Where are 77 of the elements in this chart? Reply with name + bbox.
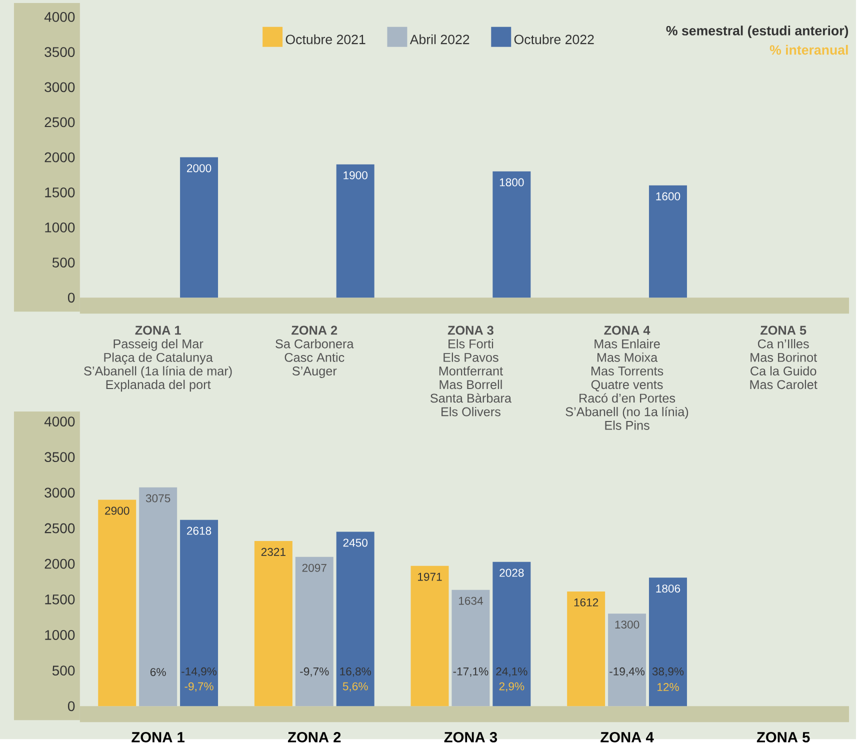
annotation: -17,1%	[453, 668, 488, 677]
annotation: -14,9%	[182, 667, 217, 677]
bar	[648, 185, 687, 298]
annotation: -9,7%	[300, 667, 329, 677]
y-tick-label: 1500	[45, 188, 75, 198]
y-tick-label: 500	[52, 258, 75, 268]
bar	[410, 566, 449, 706]
annotation: 12%	[658, 683, 679, 692]
bar	[648, 578, 687, 706]
y-tick-label: 500	[52, 666, 75, 676]
data-label: 3075	[146, 494, 170, 502]
annotation: 24,1%	[496, 667, 528, 677]
bar	[567, 592, 606, 706]
data-label: 1634	[458, 596, 483, 605]
legend-label: Abril 2022	[410, 34, 470, 44]
y-tick-label: 2000	[44, 558, 75, 569]
y-tick-label: 3500	[44, 47, 75, 58]
bar	[452, 590, 490, 706]
bar	[98, 500, 136, 706]
data-label: 2028	[500, 568, 524, 577]
x-tick-label: ZONA 2 Sa Carbonera Casc Antic S’Auger	[276, 326, 354, 378]
x-tick-label: ZONA 1	[132, 732, 184, 742]
x-tick-label: ZONA 2	[288, 732, 341, 742]
data-label: 2900	[105, 506, 130, 515]
data-label: 2618	[186, 526, 212, 535]
y-tick-label: 1000	[45, 222, 75, 233]
bar	[254, 541, 292, 706]
data-label: 2450	[343, 538, 368, 547]
annotation: 2,9%	[499, 682, 524, 692]
y-tick-label: 2500	[44, 117, 75, 128]
x-tick-label: ZONA 4 Mas Enlaire Mas Moixa Mas Torrents Quatre vents Racó d’en Portes S’Abanell (no 1a línia) Els Pins	[566, 326, 688, 430]
annotation: % semestral (estudi anterior)	[666, 26, 848, 38]
data-label: 1600	[656, 192, 680, 200]
data-label: 1800	[500, 178, 524, 186]
bar	[608, 614, 646, 706]
x-tick-label: ZONA 5 Ca n’Illes Mas Borinot Ca la Guido Mas Carolet	[750, 326, 818, 390]
data-label: 1612	[574, 598, 598, 606]
data-label: 2000	[186, 164, 212, 172]
x-tick-label: ZONA 5	[756, 732, 810, 742]
bar	[139, 487, 178, 706]
x-tick-label: ZONA 3 Els Forti Els Pavos Montferrant Mas Borrell Santa Bàrbara Els Olivers	[430, 326, 512, 416]
y-tick-label: 0	[68, 701, 75, 712]
y-tick-label: 3000	[44, 488, 75, 498]
y-tick-label: 4000	[44, 12, 75, 22]
y-tick-label: 4000	[44, 416, 75, 427]
bar	[180, 157, 218, 298]
bar	[295, 557, 334, 706]
annotation: 6%	[150, 668, 166, 676]
y-tick-label: 1500	[45, 594, 75, 604]
x-tick-label: ZONA 1 Passeig del Mar Plaça de Catalunya S’Abanell (1a línia de mar) Explanada del port	[84, 326, 232, 392]
data-label: 2321	[261, 548, 286, 556]
x-tick-label: ZONA 4	[600, 732, 654, 742]
y-tick-label: 2500	[44, 523, 75, 534]
bar	[336, 532, 374, 706]
annotation: 38,9%	[652, 667, 684, 677]
x-tick-label: ZONA 3	[444, 732, 498, 742]
data-label: 2097	[302, 564, 326, 572]
y-tick-label: 3500	[44, 452, 75, 462]
annotation: 16,8%	[340, 667, 371, 677]
annotation: 5,6%	[342, 682, 368, 692]
annotation: -9,7%	[184, 682, 214, 692]
data-label: 1900	[344, 171, 368, 180]
y-tick-label: 3000	[44, 82, 75, 92]
bar	[180, 520, 218, 706]
data-label: 1300	[615, 620, 640, 629]
legend-label: Octubre 2021	[286, 34, 366, 44]
bar	[492, 171, 531, 298]
data-label: 1971	[418, 572, 442, 581]
bar	[492, 562, 531, 706]
data-label: 1806	[656, 584, 680, 593]
y-tick-label: 2000	[44, 152, 75, 162]
legend-label: Octubre 2022	[514, 34, 594, 44]
y-tick-label: 1000	[45, 630, 75, 640]
y-tick-label: 0	[68, 292, 75, 303]
bar	[336, 164, 374, 298]
annotation: % interanual	[770, 45, 848, 55]
annotation: -19,4%	[610, 667, 645, 677]
